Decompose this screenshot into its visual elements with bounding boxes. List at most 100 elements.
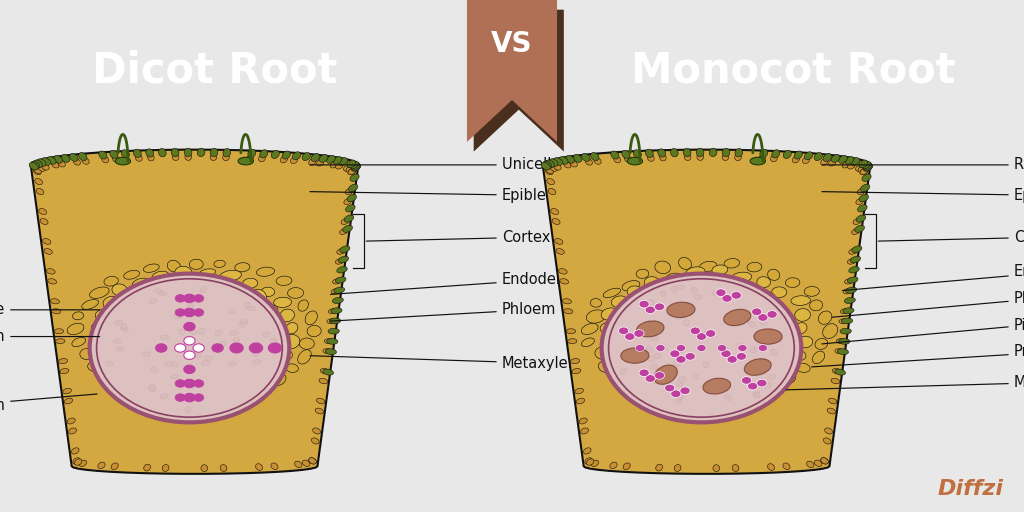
Ellipse shape bbox=[842, 318, 853, 324]
Ellipse shape bbox=[863, 164, 872, 171]
Ellipse shape bbox=[124, 312, 143, 324]
Ellipse shape bbox=[804, 287, 819, 296]
Ellipse shape bbox=[547, 179, 554, 185]
Circle shape bbox=[639, 369, 649, 377]
Ellipse shape bbox=[94, 335, 111, 346]
Ellipse shape bbox=[775, 360, 790, 372]
Ellipse shape bbox=[124, 270, 139, 279]
Ellipse shape bbox=[795, 309, 810, 322]
Ellipse shape bbox=[184, 388, 202, 401]
Ellipse shape bbox=[75, 459, 82, 465]
Ellipse shape bbox=[731, 272, 752, 283]
Ellipse shape bbox=[677, 285, 684, 289]
Ellipse shape bbox=[38, 165, 46, 171]
Ellipse shape bbox=[270, 338, 278, 344]
Ellipse shape bbox=[217, 325, 234, 341]
Ellipse shape bbox=[677, 381, 683, 387]
Ellipse shape bbox=[273, 297, 292, 307]
Ellipse shape bbox=[298, 300, 308, 311]
Ellipse shape bbox=[271, 463, 279, 470]
Ellipse shape bbox=[551, 208, 559, 215]
Ellipse shape bbox=[118, 381, 132, 393]
Ellipse shape bbox=[673, 361, 681, 366]
Ellipse shape bbox=[309, 458, 316, 464]
Ellipse shape bbox=[846, 287, 857, 293]
Ellipse shape bbox=[336, 163, 343, 169]
Ellipse shape bbox=[343, 225, 352, 232]
Ellipse shape bbox=[693, 295, 701, 300]
Ellipse shape bbox=[839, 338, 850, 344]
Ellipse shape bbox=[328, 328, 339, 334]
Ellipse shape bbox=[69, 428, 77, 434]
Circle shape bbox=[690, 327, 700, 335]
Ellipse shape bbox=[674, 464, 681, 472]
Ellipse shape bbox=[340, 246, 350, 253]
Circle shape bbox=[602, 273, 802, 422]
Ellipse shape bbox=[768, 464, 774, 471]
Ellipse shape bbox=[95, 309, 111, 320]
Ellipse shape bbox=[199, 328, 205, 334]
Ellipse shape bbox=[207, 289, 225, 301]
Circle shape bbox=[697, 345, 707, 351]
Ellipse shape bbox=[546, 168, 553, 175]
Ellipse shape bbox=[722, 154, 729, 160]
Ellipse shape bbox=[748, 262, 762, 272]
Circle shape bbox=[654, 303, 665, 311]
Ellipse shape bbox=[805, 152, 813, 160]
Ellipse shape bbox=[37, 159, 46, 166]
Ellipse shape bbox=[546, 160, 554, 167]
Ellipse shape bbox=[751, 347, 757, 353]
Ellipse shape bbox=[734, 154, 741, 161]
Ellipse shape bbox=[263, 332, 270, 337]
Ellipse shape bbox=[637, 321, 664, 337]
Ellipse shape bbox=[820, 159, 828, 165]
Ellipse shape bbox=[556, 248, 564, 254]
Ellipse shape bbox=[683, 319, 689, 326]
Ellipse shape bbox=[341, 219, 349, 224]
Ellipse shape bbox=[855, 165, 863, 171]
Circle shape bbox=[670, 350, 680, 357]
Ellipse shape bbox=[859, 160, 867, 167]
Ellipse shape bbox=[35, 179, 42, 185]
Circle shape bbox=[194, 394, 204, 401]
Ellipse shape bbox=[861, 161, 870, 169]
Ellipse shape bbox=[201, 287, 207, 292]
Ellipse shape bbox=[676, 397, 682, 403]
Ellipse shape bbox=[582, 338, 594, 347]
Circle shape bbox=[635, 345, 645, 351]
Ellipse shape bbox=[711, 378, 724, 388]
Ellipse shape bbox=[598, 361, 614, 373]
Ellipse shape bbox=[247, 370, 260, 383]
Ellipse shape bbox=[323, 369, 334, 375]
Ellipse shape bbox=[667, 302, 695, 317]
Ellipse shape bbox=[40, 219, 48, 224]
Ellipse shape bbox=[210, 154, 217, 160]
Ellipse shape bbox=[347, 160, 355, 167]
Ellipse shape bbox=[666, 304, 685, 315]
Ellipse shape bbox=[215, 330, 222, 336]
Ellipse shape bbox=[194, 353, 202, 358]
Circle shape bbox=[639, 301, 649, 308]
Ellipse shape bbox=[752, 308, 774, 321]
Ellipse shape bbox=[718, 278, 735, 286]
Ellipse shape bbox=[857, 188, 865, 195]
Ellipse shape bbox=[759, 155, 766, 161]
Circle shape bbox=[184, 336, 195, 345]
Ellipse shape bbox=[288, 288, 304, 298]
Ellipse shape bbox=[795, 323, 807, 334]
Ellipse shape bbox=[831, 155, 840, 162]
Ellipse shape bbox=[754, 329, 782, 344]
Ellipse shape bbox=[206, 277, 223, 289]
Ellipse shape bbox=[189, 329, 197, 334]
Ellipse shape bbox=[828, 398, 837, 404]
Ellipse shape bbox=[336, 259, 344, 264]
Ellipse shape bbox=[541, 162, 550, 170]
Ellipse shape bbox=[222, 374, 236, 386]
Ellipse shape bbox=[863, 164, 872, 171]
Ellipse shape bbox=[620, 368, 627, 374]
Ellipse shape bbox=[157, 304, 175, 317]
Ellipse shape bbox=[760, 292, 775, 303]
Circle shape bbox=[758, 314, 768, 322]
Circle shape bbox=[737, 345, 746, 351]
Ellipse shape bbox=[627, 286, 642, 297]
